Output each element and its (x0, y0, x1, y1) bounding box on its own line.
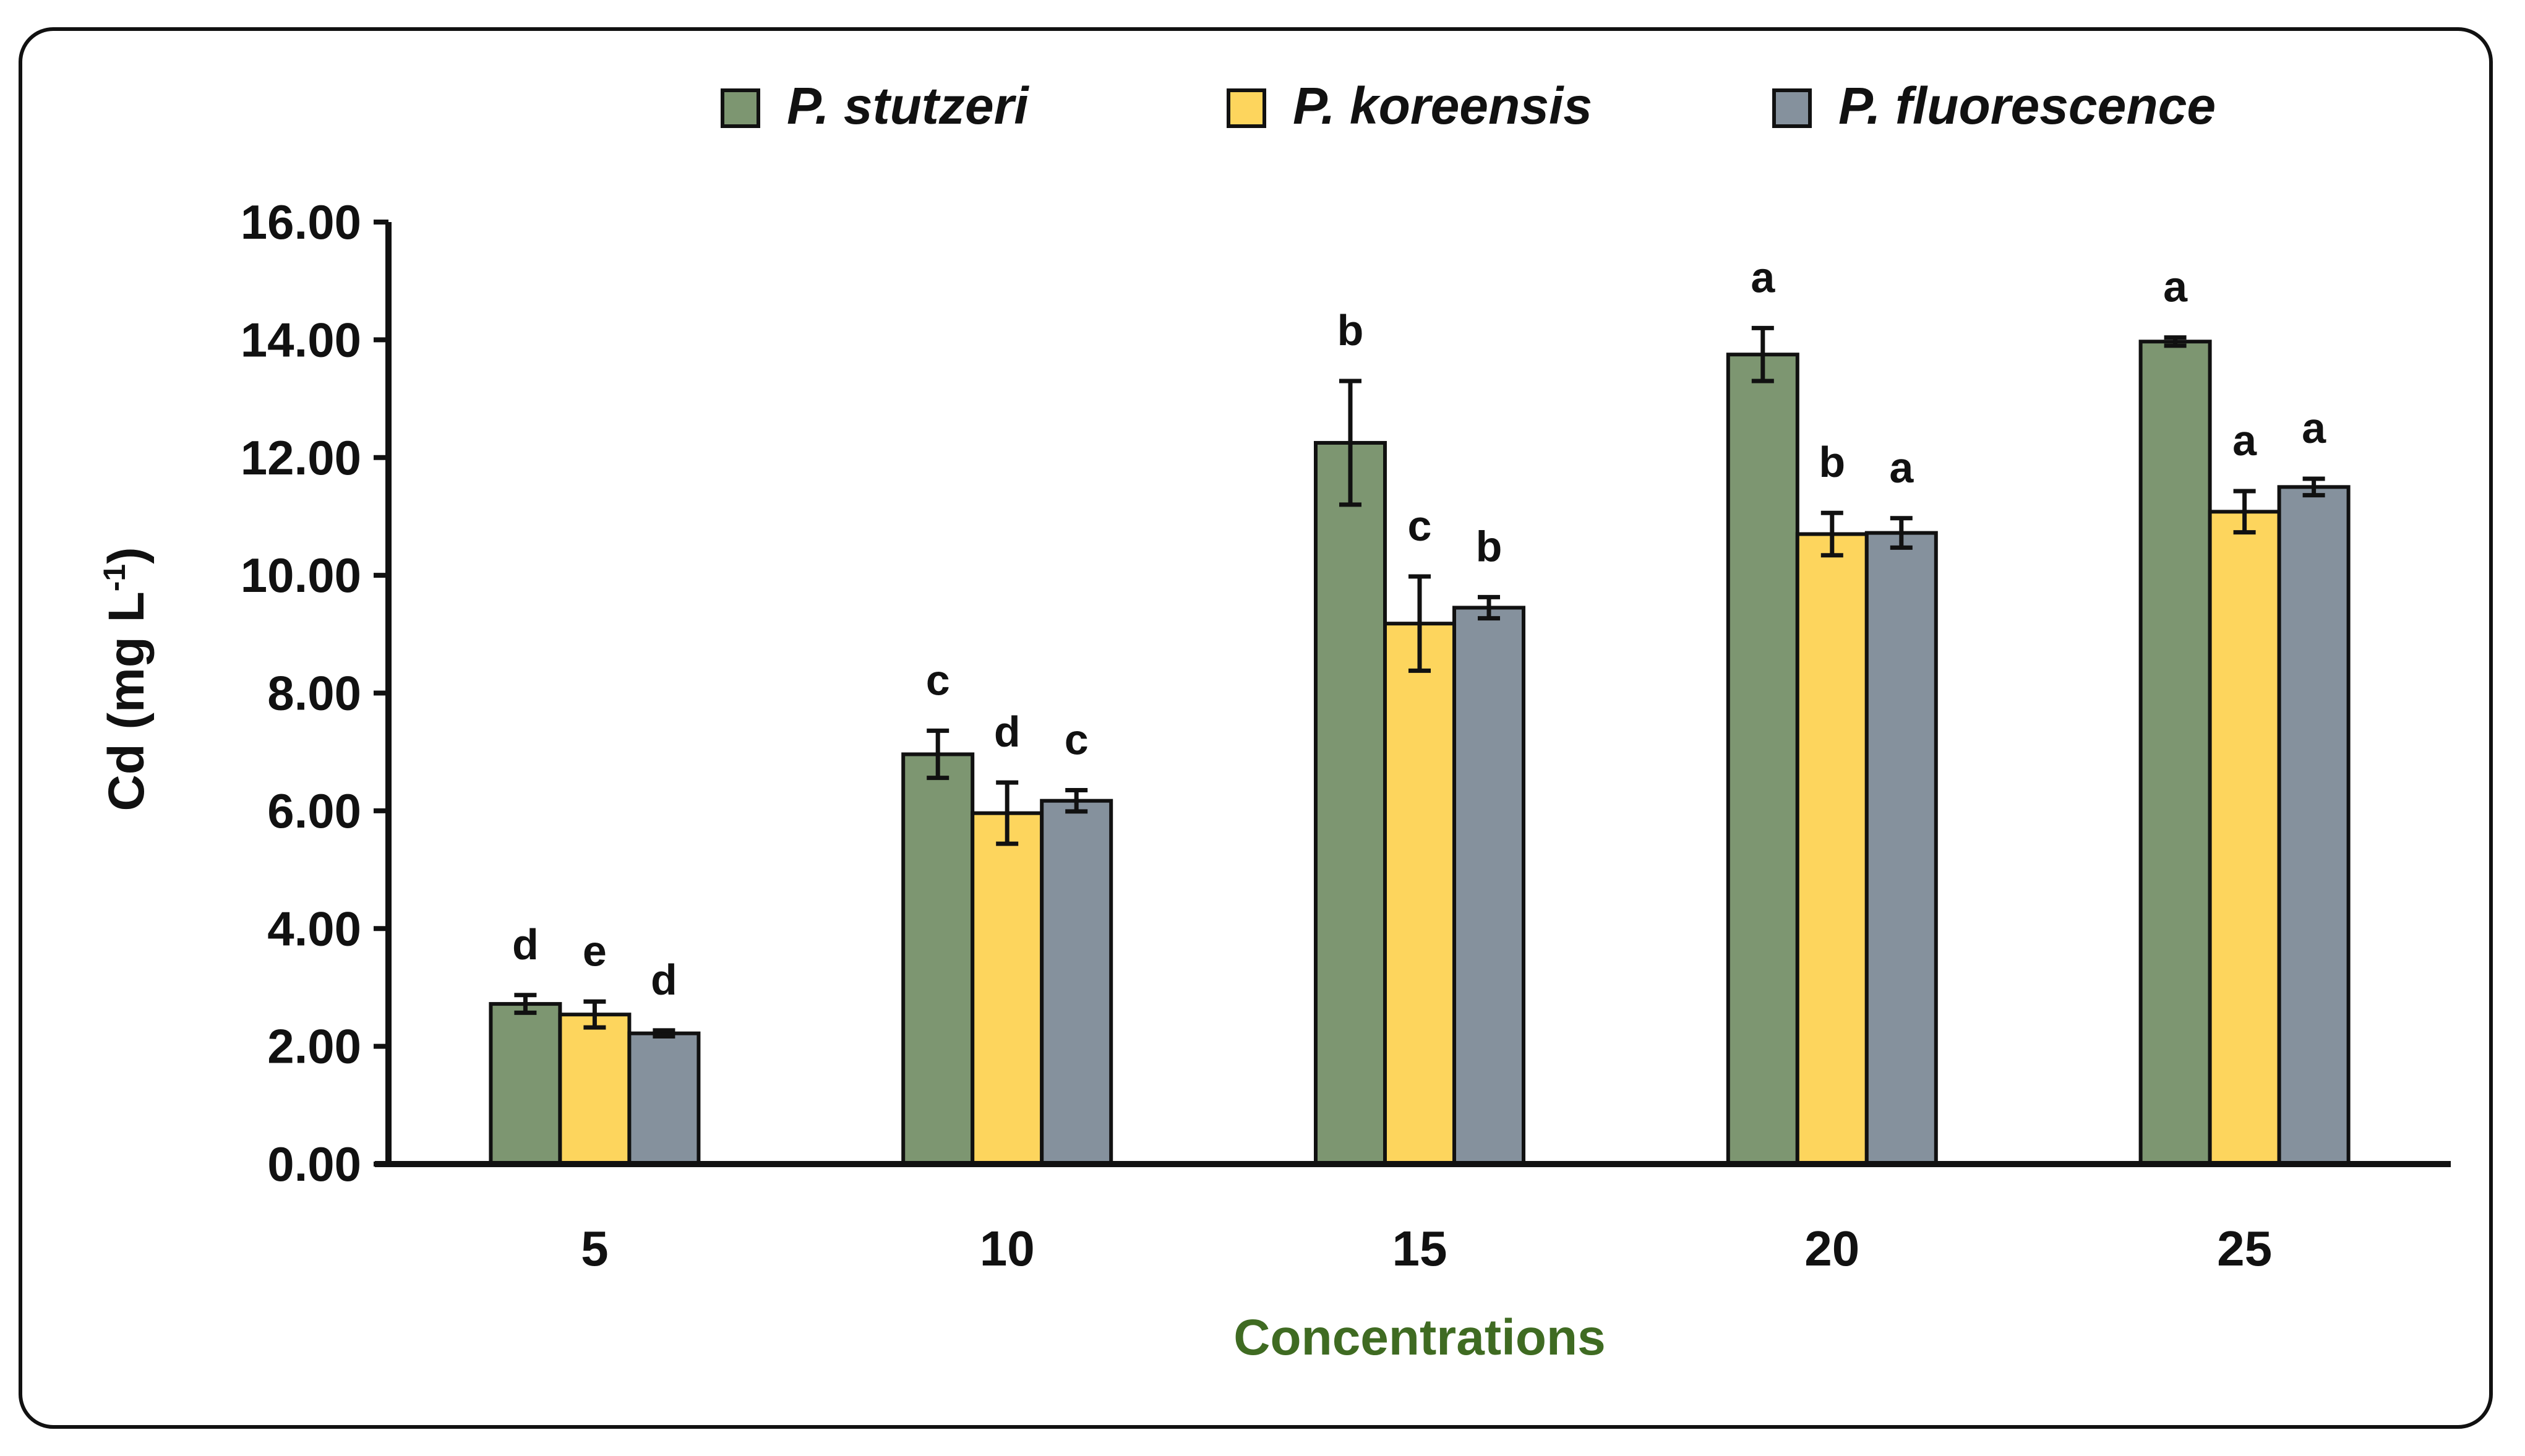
y-tick-label: 4.00 (267, 901, 361, 956)
y-tick-label: 10.00 (241, 548, 361, 602)
significance-letter: d (512, 920, 539, 969)
legend-label: P. koreensis (1293, 77, 1592, 135)
y-axis-title-main: Cd (mg L (98, 591, 155, 811)
y-tick-label: 16.00 (241, 195, 361, 249)
y-axis-title-close: ) (98, 547, 155, 563)
chart-frame (19, 27, 2493, 1429)
y-tick-label: 6.00 (267, 784, 361, 838)
legend-label: P. fluorescence (1838, 77, 2216, 135)
bar-pstutzeri-10 (901, 752, 975, 1166)
bar-pstutzeri-5 (489, 1002, 562, 1166)
significance-letter: c (1408, 502, 1432, 550)
significance-letter: e (583, 927, 607, 975)
y-tick-label: 14.00 (241, 312, 361, 367)
error-bars (514, 325, 2325, 1038)
x-tick-label: 20 (1804, 1221, 1859, 1276)
bar-pkoreensis-5 (558, 1013, 632, 1166)
bar-pkoreensis-10 (971, 811, 1044, 1166)
bar-pkoreensis-25 (2208, 510, 2281, 1166)
bar-pstutzeri-20 (1726, 353, 1799, 1166)
legend-swatch (721, 88, 760, 128)
x-tick-label: 5 (581, 1221, 609, 1276)
significance-letter: c (1065, 716, 1089, 764)
significance-letter: a (2163, 263, 2188, 311)
bars (489, 340, 2351, 1167)
significance-letter: a (2302, 404, 2326, 452)
significance-letter: b (1476, 522, 1503, 570)
x-tick-label: 25 (2217, 1221, 2272, 1276)
legend-swatch (1772, 88, 1812, 128)
significance-letter: a (2232, 416, 2257, 465)
legend-swatch (1227, 88, 1266, 128)
significance-letter: b (1819, 438, 1845, 486)
legend-label: P. stutzeri (787, 77, 1029, 135)
bar-pstutzeri-25 (2138, 340, 2212, 1167)
y-tick-label: 2.00 (267, 1019, 361, 1074)
significance-letter: b (1337, 306, 1364, 354)
bar-pstutzeri-15 (1314, 440, 1387, 1166)
y-tick-label: 12.00 (241, 430, 361, 485)
y-axis-title-sup: -1 (97, 564, 132, 591)
y-axis-title: Cd (mg L-1) (97, 547, 155, 811)
bar-pkoreensis-20 (1795, 532, 1869, 1166)
bar-pfluorescence-25 (2277, 485, 2351, 1166)
significance-letter: a (1751, 253, 1775, 301)
significance-letter: a (1889, 443, 1914, 492)
y-tick-label: 8.00 (267, 666, 361, 721)
y-axis-ticks: 0.00 2.00 4.00 6.00 8.00 10.00 12.00 14.00 16.00 (241, 195, 388, 1191)
x-axis-title: Concentrations (1233, 1309, 1605, 1366)
bar-pfluorescence-10 (1040, 799, 1113, 1166)
y-tick-label: 0.00 (267, 1137, 361, 1191)
bar-pfluorescence-5 (627, 1031, 701, 1166)
x-axis-categories: 5 10 15 20 25 (581, 1221, 2272, 1276)
bar-pfluorescence-15 (1452, 606, 1525, 1166)
significance-letter: d (994, 708, 1021, 756)
significance-letter: c (926, 656, 950, 704)
x-tick-label: 10 (980, 1221, 1035, 1276)
legend: P. stutzeri P. koreensis P. fluorescence (721, 77, 2216, 135)
x-tick-label: 15 (1392, 1221, 1447, 1276)
bar-pkoreensis-15 (1383, 622, 1456, 1166)
significance-letter: d (651, 956, 677, 1004)
bar-pfluorescence-20 (1864, 531, 1938, 1166)
